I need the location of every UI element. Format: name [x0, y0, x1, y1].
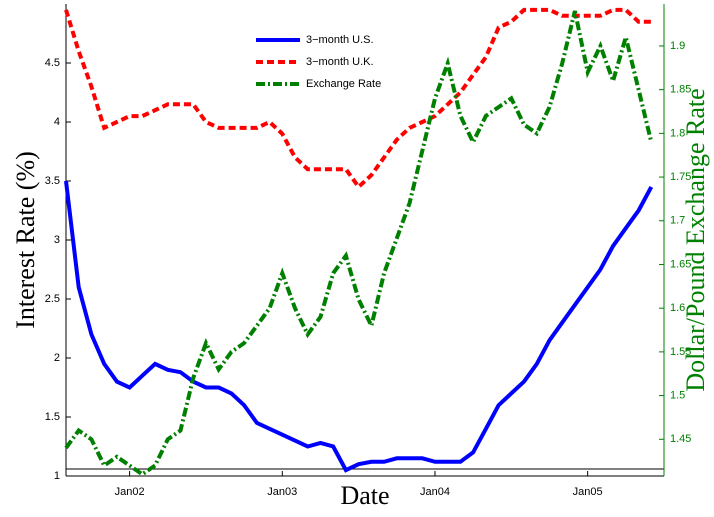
- y-tick-label: 3.5: [45, 175, 60, 187]
- y-axis-label: Interest Rate (%): [11, 151, 40, 329]
- series-line: [64, 180, 654, 473]
- y-tick-label: 3: [54, 234, 60, 246]
- y-tick-label: 2: [54, 352, 60, 364]
- y-tick-label: 4: [54, 116, 60, 128]
- x-tick-label: Jan02: [115, 486, 145, 498]
- series-line: [64, 7, 652, 190]
- legend-label: 3−month U.K.: [306, 56, 374, 68]
- y2-tick-label: 1.9: [670, 40, 685, 52]
- y2-tick-label: 1.6: [670, 302, 685, 314]
- x-axis-label: Date: [340, 481, 389, 510]
- legend-bg: [250, 29, 395, 51]
- x-tick-label: Jan04: [420, 486, 450, 498]
- y2-tick-label: 1.85: [670, 84, 691, 96]
- y2-tick-label: 1.45: [670, 433, 691, 445]
- y-tick-label: 1.5: [45, 411, 60, 423]
- legend-label: Exchange Rate: [306, 78, 381, 90]
- y2-tick-label: 1.75: [670, 171, 691, 183]
- y2-tick-label: 1.55: [670, 346, 691, 358]
- x-tick-label: Jan03: [267, 486, 297, 498]
- y2-axis-label: Dollar/Pound Exchange Rate: [681, 88, 710, 391]
- y2-tick-label: 1.8: [670, 127, 685, 139]
- y-tick-label: 1: [54, 470, 60, 482]
- legend-bg: [250, 73, 395, 95]
- series-line: [64, 10, 654, 477]
- x-tick-label: Jan05: [573, 486, 603, 498]
- y-tick-label: 4.5: [45, 57, 60, 69]
- legend-label: 3−month U.S.: [306, 34, 374, 46]
- y2-tick-label: 1.7: [670, 215, 685, 227]
- legend-bg: [250, 51, 395, 73]
- y2-tick-label: 1.65: [670, 258, 691, 270]
- y2-tick-label: 1.5: [670, 389, 685, 401]
- y-tick-label: 2.5: [45, 293, 60, 305]
